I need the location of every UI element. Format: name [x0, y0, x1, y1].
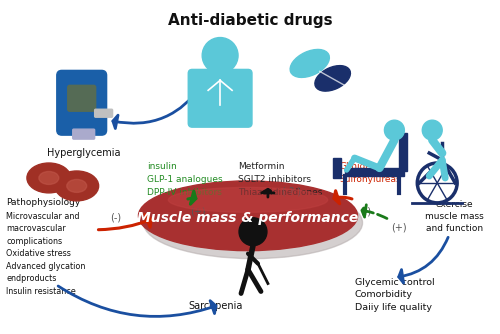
Text: macrovascular: macrovascular	[6, 224, 66, 233]
Text: GLP-1 analogues: GLP-1 analogues	[148, 175, 223, 184]
Text: Pathophysiology: Pathophysiology	[6, 198, 80, 207]
FancyBboxPatch shape	[332, 158, 340, 178]
Text: Oxidative stress: Oxidative stress	[6, 249, 71, 258]
Text: insulin: insulin	[148, 162, 177, 171]
Ellipse shape	[39, 171, 59, 184]
Text: Thiazolidinediones: Thiazolidinediones	[238, 188, 322, 197]
Text: Microvascular and: Microvascular and	[6, 212, 80, 221]
Ellipse shape	[315, 65, 350, 91]
Text: Sarcopenia: Sarcopenia	[188, 302, 242, 311]
Text: Muscle mass & performance: Muscle mass & performance	[138, 211, 358, 225]
Circle shape	[422, 120, 442, 140]
Ellipse shape	[55, 171, 98, 201]
Text: Advanced glycation: Advanced glycation	[6, 262, 86, 271]
FancyBboxPatch shape	[188, 69, 252, 127]
FancyBboxPatch shape	[344, 168, 405, 176]
Circle shape	[384, 120, 404, 140]
Text: Sulfonylureas: Sulfonylureas	[340, 175, 402, 184]
FancyBboxPatch shape	[400, 133, 407, 171]
Circle shape	[239, 218, 267, 246]
Ellipse shape	[144, 187, 362, 259]
Ellipse shape	[67, 179, 86, 192]
FancyBboxPatch shape	[72, 129, 94, 139]
Ellipse shape	[168, 187, 328, 212]
Ellipse shape	[27, 163, 70, 193]
Text: Hyperglycemia: Hyperglycemia	[47, 148, 120, 158]
Text: complications: complications	[6, 237, 62, 246]
Text: endproducts: endproducts	[6, 274, 56, 283]
Text: SGLT2 inhibitors: SGLT2 inhibitors	[238, 175, 311, 184]
Text: (-): (-)	[360, 207, 371, 217]
Text: Glinides: Glinides	[340, 162, 376, 171]
Circle shape	[202, 37, 238, 73]
Text: muscle mass: muscle mass	[425, 212, 484, 221]
Ellipse shape	[290, 49, 330, 77]
Text: Glycemic control: Glycemic control	[354, 278, 434, 287]
Text: (+): (+)	[392, 223, 407, 233]
Text: Daiiy life quality: Daiiy life quality	[354, 303, 432, 312]
Text: DPP-IV inhibitors: DPP-IV inhibitors	[148, 188, 222, 197]
FancyBboxPatch shape	[68, 86, 96, 111]
FancyBboxPatch shape	[57, 70, 106, 135]
Text: Comorbidity: Comorbidity	[354, 291, 412, 300]
Text: (-): (-)	[110, 213, 121, 223]
Text: Anti-diabetic drugs: Anti-diabetic drugs	[168, 13, 332, 28]
Text: ( ? ): ( ? )	[282, 187, 302, 197]
Ellipse shape	[138, 181, 358, 250]
Text: and function: and function	[426, 224, 482, 233]
Text: Metformin: Metformin	[238, 162, 284, 171]
Text: (+): (+)	[190, 207, 206, 217]
FancyBboxPatch shape	[94, 109, 112, 117]
Text: Insulin resistance: Insulin resistance	[6, 287, 76, 296]
Text: exercise: exercise	[436, 200, 473, 209]
